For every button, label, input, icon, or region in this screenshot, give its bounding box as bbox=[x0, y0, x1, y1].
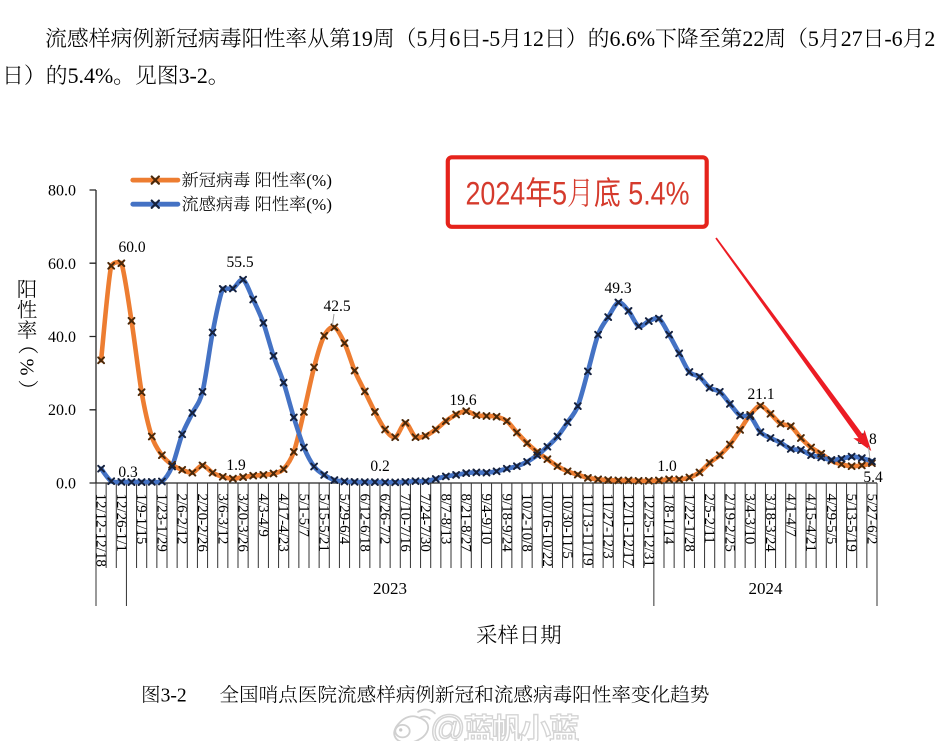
svg-text:5.4%: 5.4% bbox=[68, 63, 114, 88]
svg-text:5/15-5/21: 5/15-5/21 bbox=[316, 494, 332, 552]
svg-text:11/27-12/3: 11/27-12/3 bbox=[600, 494, 616, 559]
svg-text:10/30-11/5: 10/30-11/5 bbox=[559, 494, 575, 559]
svg-text:2024: 2024 bbox=[749, 579, 784, 598]
svg-text:7/10-7/16: 7/10-7/16 bbox=[397, 494, 413, 553]
svg-text:2/6-2/12: 2/6-2/12 bbox=[174, 494, 190, 545]
svg-text:60.0: 60.0 bbox=[48, 256, 76, 273]
svg-text:12/11-12/17: 12/11-12/17 bbox=[620, 494, 636, 567]
svg-text:0.2: 0.2 bbox=[370, 458, 389, 475]
svg-text:2: 2 bbox=[924, 26, 935, 51]
svg-text:27: 27 bbox=[841, 26, 863, 51]
svg-text:2/20-2/26: 2/20-2/26 bbox=[194, 494, 210, 553]
svg-text:3/18-3/24: 3/18-3/24 bbox=[762, 494, 778, 553]
svg-text:5: 5 bbox=[552, 176, 567, 212]
svg-text:3/4-3/10: 3/4-3/10 bbox=[742, 494, 758, 545]
svg-text:20.0: 20.0 bbox=[48, 402, 76, 419]
svg-text:1/23-1/29: 1/23-1/29 bbox=[153, 494, 169, 552]
svg-text:-5: -5 bbox=[482, 26, 500, 51]
svg-text:22: 22 bbox=[742, 26, 764, 51]
svg-text:0.3: 0.3 bbox=[118, 464, 138, 481]
svg-text:80.0: 80.0 bbox=[48, 183, 76, 200]
svg-text:8/21-8/27: 8/21-8/27 bbox=[458, 494, 474, 553]
svg-text:4/15-4/21: 4/15-4/21 bbox=[803, 494, 819, 552]
svg-text:4/1-4/7: 4/1-4/7 bbox=[782, 494, 798, 538]
svg-text:1/9-1/15: 1/9-1/15 bbox=[133, 494, 149, 545]
svg-text:-6: -6 bbox=[884, 26, 902, 51]
svg-text:21.1: 21.1 bbox=[747, 386, 774, 403]
svg-text:49.3: 49.3 bbox=[604, 280, 631, 297]
svg-text:6: 6 bbox=[449, 26, 460, 51]
svg-text:1/8-1/14: 1/8-1/14 bbox=[661, 494, 677, 545]
svg-text:55.5: 55.5 bbox=[226, 254, 253, 271]
svg-text:6.6%: 6.6% bbox=[610, 26, 656, 51]
svg-text:10/2-10/8: 10/2-10/8 bbox=[519, 494, 535, 552]
svg-text:%: % bbox=[16, 359, 38, 376]
svg-text:19.6: 19.6 bbox=[449, 392, 476, 409]
svg-text:42.5: 42.5 bbox=[323, 298, 350, 315]
svg-text:6/12-6/18: 6/12-6/18 bbox=[356, 494, 372, 552]
svg-text:2/5-2/11: 2/5-2/11 bbox=[701, 494, 717, 544]
svg-text:12: 12 bbox=[522, 26, 544, 51]
svg-text:10/16-10/22: 10/16-10/22 bbox=[539, 494, 555, 567]
svg-text:12/26-1/1: 12/26-1/1 bbox=[113, 494, 129, 552]
svg-text:5: 5 bbox=[808, 26, 819, 51]
svg-text:1/22-1/28: 1/22-1/28 bbox=[681, 494, 697, 552]
svg-text:(%): (%) bbox=[306, 171, 332, 190]
svg-text:4/29-5/5: 4/29-5/5 bbox=[823, 494, 839, 545]
svg-text:9/4-9/10: 9/4-9/10 bbox=[478, 494, 494, 545]
svg-text:12/25-12/31: 12/25-12/31 bbox=[640, 494, 656, 567]
svg-text:2024: 2024 bbox=[466, 176, 526, 212]
svg-text:3-2: 3-2 bbox=[179, 63, 208, 88]
svg-text:4/17-4/23: 4/17-4/23 bbox=[275, 494, 291, 552]
svg-text:1.0: 1.0 bbox=[657, 458, 677, 475]
svg-text:5: 5 bbox=[417, 26, 428, 51]
svg-text:@: @ bbox=[430, 709, 466, 741]
svg-text:5/29-6/4: 5/29-6/4 bbox=[336, 494, 352, 545]
svg-text:4/3-4/9: 4/3-4/9 bbox=[255, 494, 271, 537]
svg-text:8/7-8/13: 8/7-8/13 bbox=[437, 494, 453, 545]
svg-text:5/13-5/19: 5/13-5/19 bbox=[843, 494, 859, 552]
svg-text:0.0: 0.0 bbox=[56, 476, 76, 493]
svg-text:5.4: 5.4 bbox=[863, 469, 883, 486]
svg-text:5/27-6/2: 5/27-6/2 bbox=[863, 494, 879, 545]
svg-text:7/24-7/30: 7/24-7/30 bbox=[417, 494, 433, 552]
svg-text:40.0: 40.0 bbox=[48, 329, 76, 346]
svg-text:3-2: 3-2 bbox=[161, 686, 187, 707]
svg-text:12/12-12/18: 12/12-12/18 bbox=[93, 494, 109, 567]
svg-text:5/1-5/7: 5/1-5/7 bbox=[295, 494, 311, 538]
svg-text:9/18-9/24: 9/18-9/24 bbox=[498, 494, 514, 553]
svg-text:3/20-3/26: 3/20-3/26 bbox=[235, 494, 251, 553]
svg-text:6/26-7/2: 6/26-7/2 bbox=[377, 494, 393, 545]
svg-text:19: 19 bbox=[351, 26, 373, 51]
svg-text:2/19-2/25: 2/19-2/25 bbox=[721, 494, 737, 552]
svg-text:3/6-3/12: 3/6-3/12 bbox=[214, 494, 230, 545]
svg-text:60.0: 60.0 bbox=[118, 239, 145, 256]
svg-text:2023: 2023 bbox=[373, 579, 407, 598]
svg-text:5.4%: 5.4% bbox=[628, 176, 689, 212]
svg-text:(%): (%) bbox=[306, 195, 332, 214]
svg-text:1.9: 1.9 bbox=[226, 457, 246, 474]
svg-text:11/13-11/19: 11/13-11/19 bbox=[579, 494, 595, 566]
